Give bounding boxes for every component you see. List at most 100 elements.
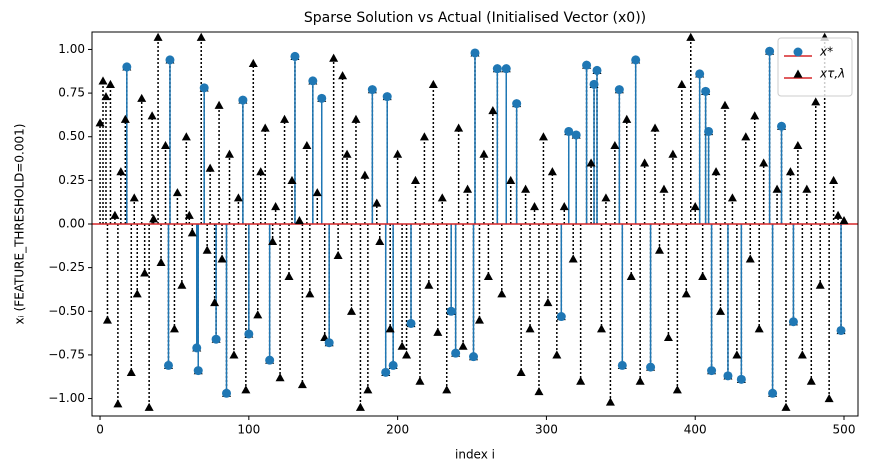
marker-triangle — [716, 306, 726, 315]
marker-triangle — [516, 367, 526, 376]
marker-triangle — [98, 76, 108, 85]
y-tick-label: 1.00 — [58, 42, 85, 56]
marker-circle — [324, 338, 334, 348]
marker-triangle — [210, 298, 220, 307]
marker-circle — [614, 85, 624, 95]
marker-circle — [382, 92, 392, 102]
marker-triangle — [113, 399, 123, 408]
marker-triangle — [793, 140, 803, 150]
marker-triangle — [333, 250, 343, 260]
marker-triangle — [260, 123, 270, 132]
marker-triangle — [105, 79, 115, 88]
marker-triangle — [338, 71, 348, 80]
marker-triangle — [181, 132, 191, 141]
legend-label: x* — [819, 45, 833, 59]
marker-triangle — [329, 53, 339, 62]
marker-triangle — [410, 175, 420, 184]
y-tick-label: −0.50 — [48, 304, 85, 318]
marker-circle — [592, 65, 602, 75]
marker-circle — [512, 99, 522, 109]
marker-triangle — [415, 376, 425, 385]
marker-circle — [736, 374, 746, 384]
marker-triangle — [110, 210, 120, 219]
marker-circle — [788, 317, 798, 327]
marker-triangle — [474, 315, 484, 324]
marker-triangle — [120, 114, 130, 123]
marker-circle — [564, 126, 574, 136]
marker-circle — [199, 83, 209, 93]
marker-triangle — [824, 394, 834, 403]
marker-triangle — [241, 385, 251, 394]
marker-triangle — [530, 202, 540, 211]
marker-triangle — [458, 341, 468, 350]
marker-circle — [617, 360, 627, 370]
marker-triangle — [686, 32, 696, 41]
marker-circle — [193, 366, 203, 376]
marker-triangle — [153, 32, 163, 41]
y-tick-label: 0.75 — [58, 86, 85, 100]
marker-circle — [695, 69, 705, 79]
x-axis-label: index i — [455, 448, 495, 462]
marker-circle — [470, 48, 480, 58]
marker-triangle — [677, 79, 687, 88]
marker-circle — [192, 343, 202, 353]
y-tick-label: −1.00 — [48, 391, 85, 405]
marker-triangle — [547, 167, 557, 176]
y-tick-label: 0.50 — [58, 129, 85, 143]
marker-triangle — [268, 236, 278, 246]
marker-triangle — [552, 350, 562, 359]
marker-triangle — [754, 324, 764, 333]
marker-triangle — [372, 198, 382, 207]
marker-triangle — [437, 193, 447, 202]
marker-triangle — [811, 97, 821, 106]
marker-triangle — [720, 100, 730, 109]
marker-triangle — [635, 376, 645, 385]
marker-circle — [211, 334, 221, 344]
marker-circle — [381, 367, 391, 377]
y-tick-label: 0.25 — [58, 173, 85, 187]
marker-triangle — [284, 271, 294, 280]
marker-triangle — [601, 193, 611, 202]
marker-triangle — [802, 184, 812, 193]
marker-triangle — [217, 254, 227, 263]
marker-triangle — [280, 114, 290, 123]
marker-triangle — [672, 385, 682, 394]
marker-circle — [501, 64, 511, 74]
marker-triangle — [640, 158, 650, 167]
marker-triangle — [772, 184, 782, 193]
marker-triangle — [172, 188, 182, 197]
marker-triangle — [433, 327, 443, 336]
marker-triangle — [305, 289, 315, 298]
marker-triangle — [375, 236, 385, 246]
marker-triangle — [681, 289, 691, 298]
marker-triangle — [690, 202, 700, 211]
marker-triangle — [187, 228, 197, 237]
marker-triangle — [463, 184, 473, 193]
marker-triangle — [184, 210, 194, 219]
x-tick-label: 300 — [535, 423, 558, 437]
marker-circle — [122, 62, 132, 72]
marker-triangle — [568, 254, 578, 263]
marker-triangle — [741, 132, 751, 141]
legend-label: xτ,λ — [819, 67, 845, 81]
marker-triangle — [144, 402, 154, 411]
marker-circle — [492, 64, 502, 74]
marker-circle — [723, 371, 733, 381]
marker-triangle — [214, 100, 224, 109]
marker-triangle — [521, 184, 531, 193]
marker-triangle — [177, 280, 187, 289]
marker-triangle — [596, 324, 606, 333]
marker-triangle — [833, 210, 843, 219]
marker-circle — [793, 47, 803, 57]
marker-circle — [238, 95, 248, 105]
marker-triangle — [137, 93, 147, 102]
marker-triangle — [626, 271, 636, 280]
marker-triangle — [363, 385, 373, 394]
marker-triangle — [442, 385, 452, 394]
marker-circle — [768, 388, 778, 398]
marker-triangle — [132, 289, 142, 298]
legend: x* xτ,λ — [777, 37, 853, 97]
marker-triangle — [116, 167, 126, 176]
marker-triangle — [668, 149, 678, 158]
marker-circle — [317, 93, 327, 103]
